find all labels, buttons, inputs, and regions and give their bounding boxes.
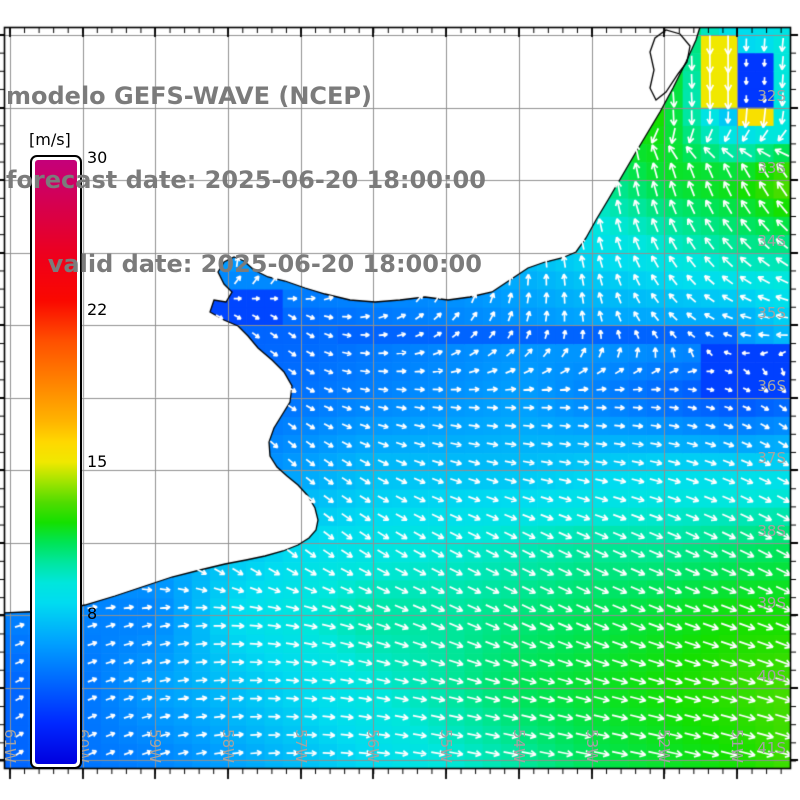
lat-label: 34S	[757, 232, 786, 250]
colorbar-unit-label: [m/s]	[29, 130, 71, 149]
forecast-date: forecast date: 2025-06-20 18:00:00	[6, 166, 486, 194]
lat-label: 35S	[757, 304, 786, 322]
colorbar-tick-label: 8	[87, 604, 98, 623]
colorbar-tick-label: 30	[87, 148, 108, 167]
colorbar	[30, 155, 82, 769]
lon-label: 59W	[145, 729, 164, 763]
model-title: modelo GEFS-WAVE (NCEP)	[6, 82, 372, 110]
lon-label: 52W	[654, 729, 673, 763]
lat-label: 41S	[757, 739, 786, 757]
lat-label: 32S	[757, 87, 786, 105]
lat-label: 39S	[757, 594, 786, 612]
lat-label: 40S	[757, 667, 786, 685]
lon-label: 54W	[509, 729, 528, 763]
colorbar-gradient	[35, 160, 77, 764]
colorbar-tick-label: 15	[87, 452, 108, 471]
lat-label: 37S	[757, 449, 786, 467]
lon-label: 57W	[291, 729, 310, 763]
lat-label: 38S	[757, 522, 786, 540]
colorbar-tick-label: 22	[87, 300, 108, 319]
lon-label: 56W	[363, 729, 382, 763]
lon-label: 61W	[0, 729, 19, 763]
lat-label: 36S	[757, 377, 786, 395]
lon-label: 55W	[436, 729, 455, 763]
valid-date: valid date: 2025-06-20 18:00:00	[6, 250, 482, 278]
lon-label: 58W	[218, 729, 237, 763]
title-block: modelo GEFS-WAVE (NCEP) forecast date: 2…	[6, 26, 486, 334]
lat-label: 33S	[757, 159, 786, 177]
lon-label: 53W	[582, 729, 601, 763]
